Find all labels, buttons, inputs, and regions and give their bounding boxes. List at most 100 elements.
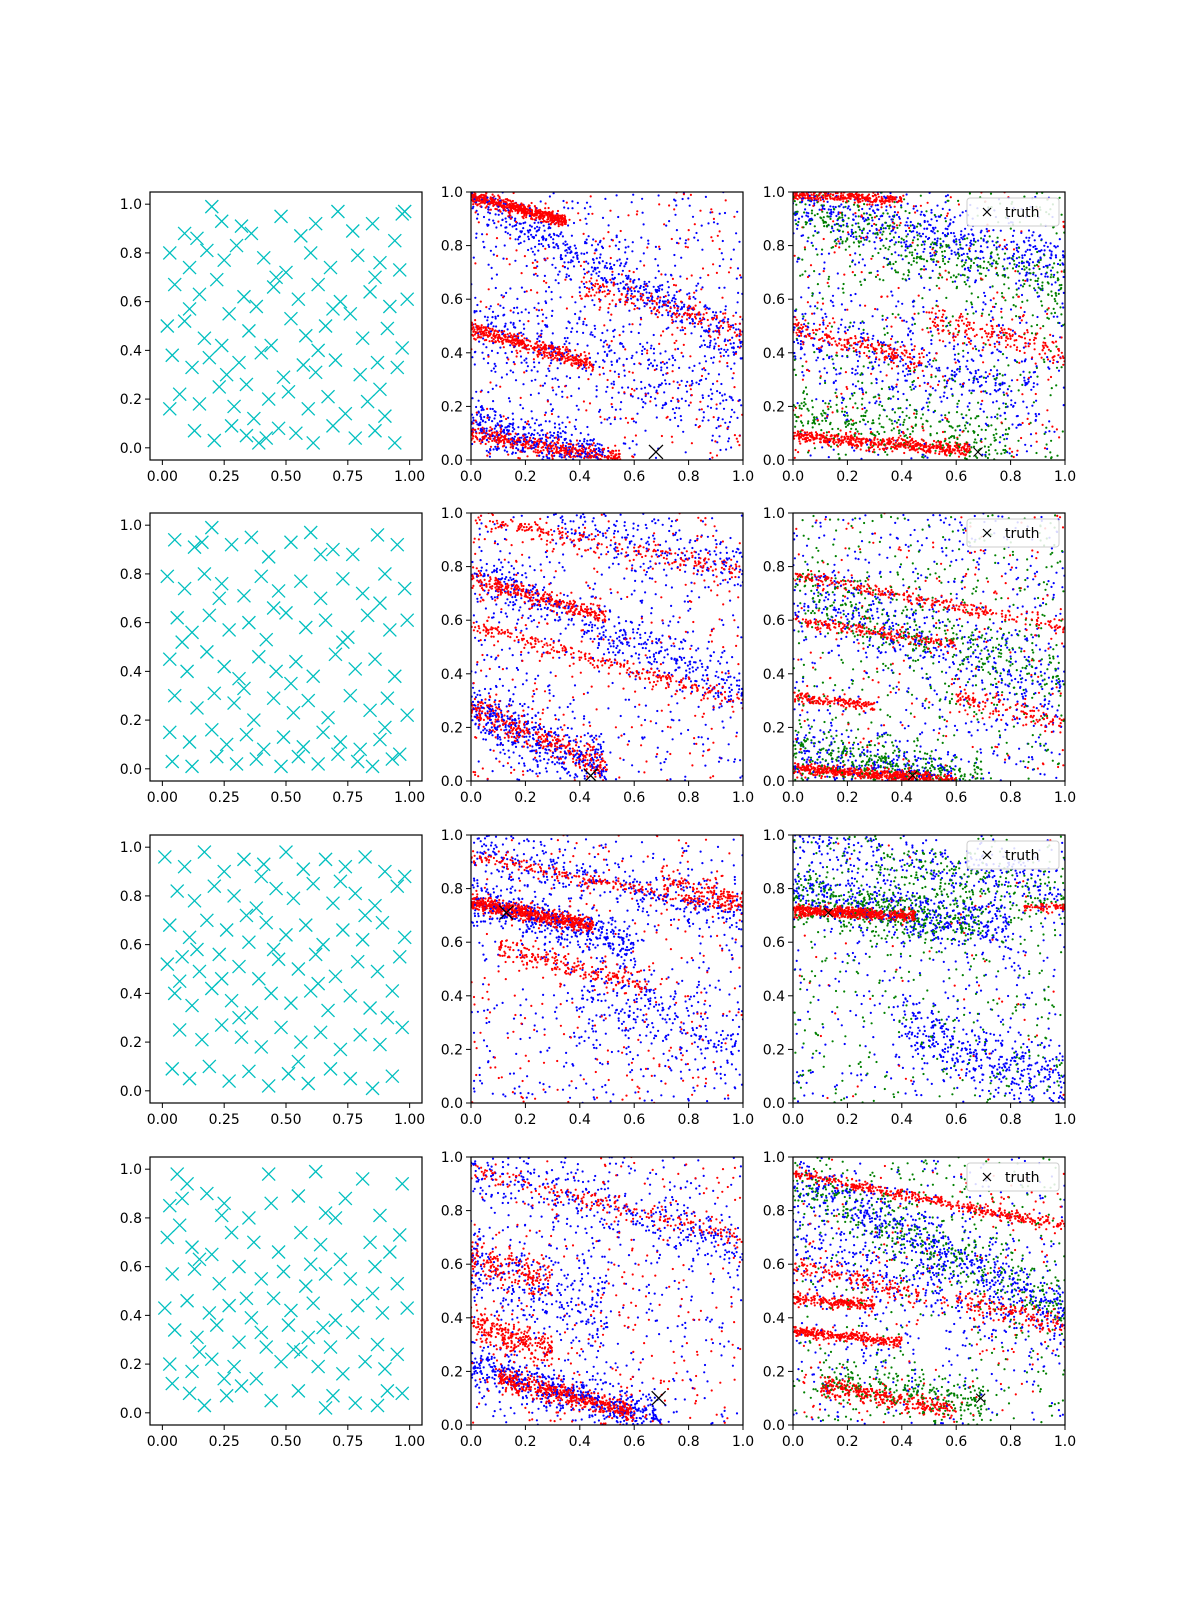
sample-point [587,235,590,238]
sample-point [543,274,547,277]
sample-point [709,388,713,391]
sample-point [992,375,995,378]
sample-point [527,447,531,450]
sample-point [1043,244,1046,247]
sample-point [543,444,546,447]
sample-point [541,357,544,360]
sample-point [701,286,704,289]
sample-marker [212,379,227,394]
sample-point [585,324,588,327]
sample-point [901,340,904,344]
sample-point [545,316,548,319]
sample-marker [167,277,182,292]
sample-point [543,355,546,358]
sample-point [984,380,988,383]
sample-marker [303,245,318,260]
sample-point [987,269,990,272]
sample-point [932,246,935,249]
sample-point [486,454,489,457]
sample-point [598,308,601,311]
sample-point [854,215,857,218]
sample-point [536,332,539,335]
sample-point [492,400,495,403]
sample-point [496,445,499,448]
sample-point [700,378,703,382]
sample-point [950,373,953,376]
sample-point [507,430,510,433]
sample-point [821,316,824,319]
sample-point [1005,336,1008,339]
sample-point [714,342,717,345]
x-tick-label: 0.4 [569,469,591,485]
sample-point [649,395,653,399]
sample-point [911,224,914,227]
sample-point [566,336,569,340]
sample-point [909,338,913,341]
sample-point [872,210,875,213]
sample-point [921,455,924,458]
sample-point [715,407,718,410]
sample-point [591,212,594,215]
sample-point [591,288,595,291]
sample-point [928,358,932,361]
sample-point [935,263,938,266]
sample-point [517,242,521,245]
sample-point [515,228,518,231]
sample-point [559,254,563,257]
sample-point [640,236,643,239]
sample-point [481,233,484,236]
sample-point [508,263,511,266]
sample-point [577,212,580,215]
sample-point [563,456,566,459]
sample-point [969,264,973,267]
sample-point [878,218,881,221]
sample-point [936,237,939,240]
sample-point [801,371,804,374]
sample-point [551,347,554,350]
sample-point [724,308,727,311]
sample-point [599,415,602,418]
sample-point [520,286,524,289]
sample-point [877,453,880,456]
sample-point [923,381,926,384]
sample-point [624,251,627,254]
sample-point [685,277,689,280]
sample-point [1015,288,1018,291]
sample-point [598,408,602,411]
sample-point [871,337,874,340]
sample-point [667,314,670,317]
sample-point [635,267,639,270]
sample-point [948,341,951,344]
sample-point [1024,443,1027,446]
sample-point [859,304,862,307]
sample-point [851,446,854,449]
sample-point [704,304,707,307]
sample-point [979,257,982,260]
sample-point [528,348,531,351]
sample-point [488,212,492,215]
sample-point [852,325,855,328]
sample-point [880,295,883,298]
sample-point [573,244,576,247]
sample-point [619,282,622,285]
sample-point [525,369,528,372]
sample-point [643,301,646,304]
sample-point [664,303,667,306]
sample-point [646,296,649,299]
sample-point [522,227,525,230]
sample-point [524,421,527,424]
sample-point [527,204,531,207]
sample-point [688,297,691,300]
sample-marker [209,272,224,287]
sample-point [637,290,640,293]
sample-point [517,312,520,315]
sample-point [723,316,726,319]
sample-point [1028,262,1031,265]
sample-point [511,444,514,447]
sample-point [915,225,919,228]
sample-point [489,208,492,211]
sample-point [584,354,587,357]
sample-point [823,267,826,270]
sample-point [913,236,916,239]
sample-point [542,219,546,222]
